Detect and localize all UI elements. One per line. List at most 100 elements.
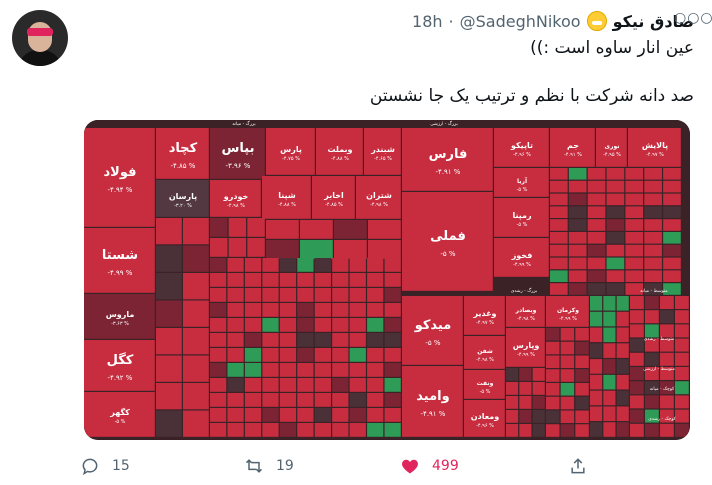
treemap-cell [606,168,625,180]
treemap-cell [603,343,616,358]
treemap-cell [587,206,606,218]
treemap-cell [156,273,182,300]
treemap-cell [575,341,589,355]
treemap-cell [156,245,182,272]
tile-percent: -۵ % [440,250,456,258]
tile-name: کگهر [109,407,130,417]
treemap-cell [367,378,384,392]
treemap-cell [384,378,401,392]
treemap-cell [297,288,314,302]
treemap-cell [630,338,644,352]
treemap-cell [244,423,262,437]
treemap-cell [314,423,331,437]
treemap-cell [349,318,366,332]
tile-name: شفن [477,348,493,355]
treemap-cell [645,423,659,437]
treemap-cell [156,328,182,355]
display-name[interactable]: صادق نیکو [612,11,694,31]
tile-percent: -۴.۹۹ % [108,269,133,277]
treemap-cell [227,393,244,407]
treemap-cell [367,333,384,347]
tile-percent: -۴.۹۴ % [108,186,133,194]
treemap-cell [590,422,603,437]
treemap-cell [546,355,560,369]
treemap-tile [596,128,627,167]
treemap-cell [156,218,182,245]
treemap-cell [590,343,603,358]
reply-button[interactable]: 15 [80,454,130,478]
treemap-cell [590,390,603,406]
treemap-cell [550,232,568,244]
tile-name: نوری [605,143,620,150]
more-options-icon[interactable]: ○○○ [674,10,712,26]
treemap-cell [349,348,366,362]
treemap-cell [247,238,265,257]
treemap-tile [210,128,265,179]
treemap-cell [349,423,366,437]
treemap-cell [616,311,629,327]
tile-percent: -۴.۸۸ % [331,156,349,162]
tile-percent: -۴.۸۸ % [278,202,296,208]
tile-percent: -۴.۶۵ % [374,156,392,162]
treemap-cell [560,328,575,341]
like-button[interactable]: 499 [400,454,459,478]
avatar[interactable] [12,10,68,66]
treemap-cell [603,327,616,343]
treemap-cell [349,303,366,317]
tile-percent: -۴.۷۵ % [282,156,300,162]
tile-percent: -۴.۹۸ % [370,202,388,208]
treemap-tile [262,176,311,219]
treemap-cell [384,273,401,287]
treemap-cell [210,378,227,392]
treemap-cell [506,368,519,381]
treemap-cell [367,288,384,302]
treemap-cell [210,363,227,377]
tile-name: شتران [366,191,392,200]
treemap-cell [568,283,587,295]
tweet-text-line-1: عین انار ساوه است :)) [530,38,694,58]
treemap-cell [244,318,262,332]
treemap-cell [262,363,279,377]
treemap-cell [228,238,247,257]
treemap-cell [367,303,384,317]
treemap-cell [603,311,616,327]
user-handle[interactable]: @SadeghNikoo [459,11,581,31]
treemap-cell [244,333,262,347]
treemap-cell [244,348,262,362]
tile-name: کچاد [169,141,198,156]
treemap-cell [575,369,589,382]
treemap-cell [279,393,297,407]
share-button[interactable] [568,454,588,478]
treemap-tile [84,294,155,339]
treemap-cell [262,423,279,437]
treemap-cell [279,288,297,302]
retweet-count: 19 [276,458,294,474]
tweet-media-image[interactable]: فولاد -۴.۹۴ % شستا -۴.۹۹ % ماروس -۳.۶۳ % کگل -۴… [84,120,690,440]
retweet-button[interactable]: 19 [244,454,294,478]
treemap-cell [587,193,606,206]
treemap-cell [587,180,606,193]
treemap-cell [297,378,314,392]
treemap-cell [568,219,587,231]
retweet-icon [245,459,263,473]
tile-name: شپنا [278,191,296,200]
treemap-cell [550,193,568,206]
tweet-time[interactable]: 18h [412,11,443,31]
reply-count: 15 [112,458,130,474]
treemap-cell [349,333,366,347]
treemap-cell [183,273,209,300]
treemap-cell [663,180,681,193]
tile-name: خودرو [223,192,249,201]
treemap-cell [532,382,545,395]
treemap-cell [279,363,297,377]
treemap-cell [314,318,331,332]
treemap-cell [660,381,674,395]
treemap-cell [532,368,545,381]
treemap-cell [228,218,247,237]
tile-percent: -۴.۹۹ % [559,316,577,322]
treemap-cell [247,218,265,237]
treemap-tile [506,328,545,367]
treemap-cell [560,424,575,437]
treemap-cell [625,206,644,218]
